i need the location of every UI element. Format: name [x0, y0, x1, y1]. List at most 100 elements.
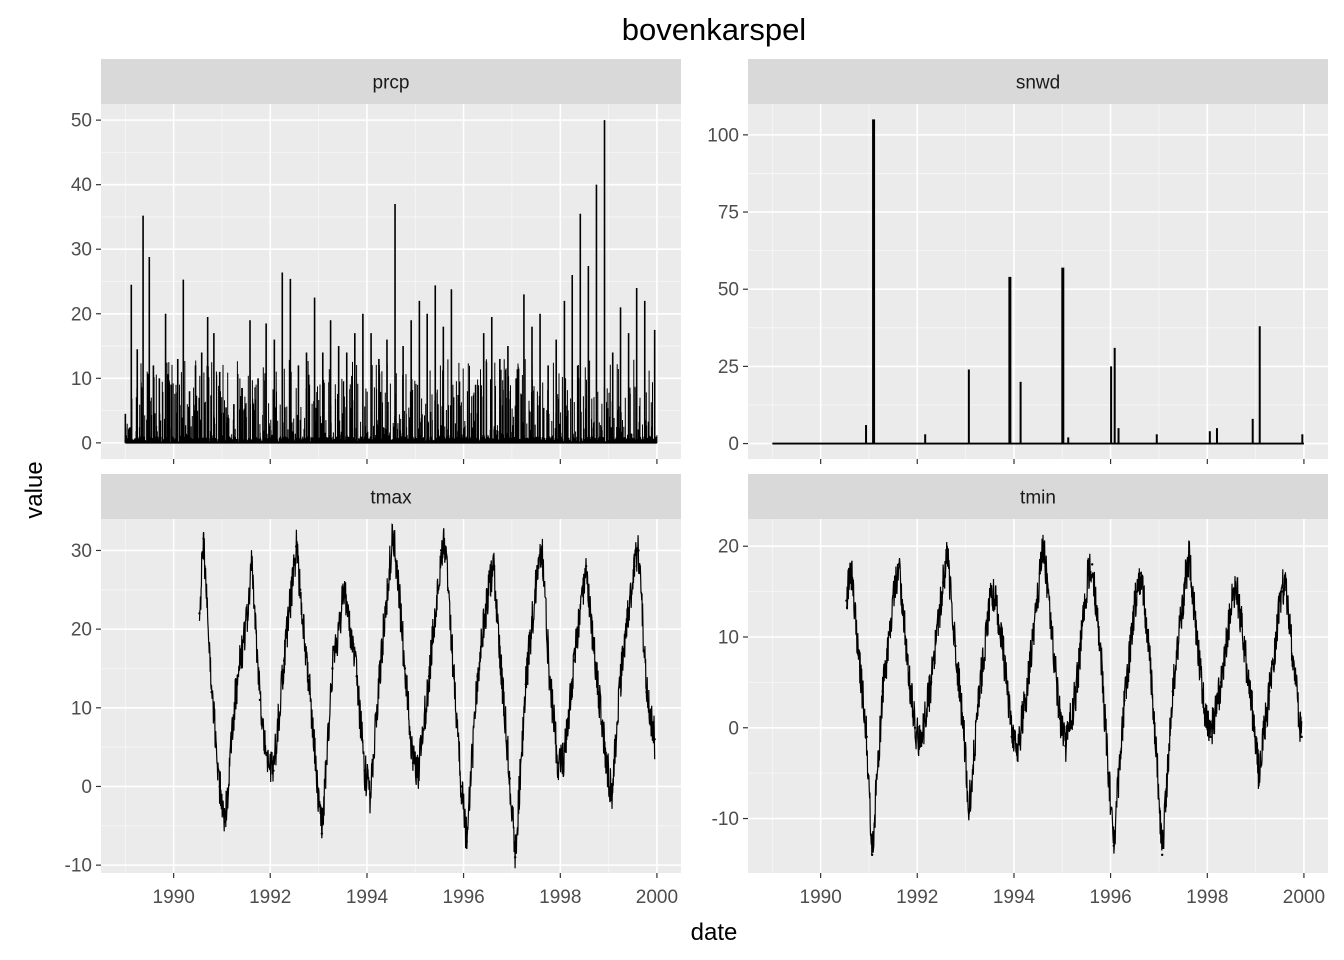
data-point: [597, 690, 600, 694]
y-tick-label: 0: [81, 433, 92, 454]
facet-strip-label: tmin: [1020, 488, 1056, 509]
data-point: [343, 588, 346, 591]
x-tick-label: 1996: [1089, 887, 1131, 908]
facet-tmax: tmax -10 0 10 20 30 1990 1992 1994 1996 1998 2000: [65, 474, 681, 908]
data-point: [460, 785, 463, 788]
data-point: [1050, 635, 1054, 639]
data-point: [488, 580, 491, 584]
data-point: [1252, 717, 1255, 720]
data-point: [403, 667, 407, 670]
data-point: [637, 549, 640, 552]
data-point: [1268, 690, 1271, 693]
data-point: [1058, 717, 1062, 720]
data-point: [465, 840, 468, 843]
data-point: [272, 769, 275, 772]
data-point: [198, 612, 201, 615]
data-point: [411, 761, 415, 765]
y-tick-label: 10: [718, 628, 739, 649]
x-tick-label: 1998: [1186, 887, 1228, 908]
data-point: [258, 698, 262, 702]
data-point: [427, 675, 431, 678]
x-tick-label: 1994: [346, 887, 389, 908]
data-point: [1010, 735, 1013, 739]
data-point: [1292, 663, 1295, 666]
y-tick-label: 0: [81, 777, 92, 798]
y-tick-label: 100: [707, 125, 739, 146]
data-point: [633, 565, 636, 568]
data-point: [1015, 753, 1019, 757]
data-point: [234, 690, 237, 694]
data-point: [443, 545, 447, 548]
data-point: [223, 820, 227, 824]
data-point: [562, 761, 565, 765]
data-point: [645, 690, 648, 694]
facet-strip: [101, 59, 681, 104]
x-tick-label: 2000: [636, 887, 678, 908]
data-point: [368, 793, 372, 796]
data-point: [857, 653, 860, 657]
data-point: [331, 667, 334, 670]
data-point: [1300, 735, 1303, 739]
data-point: [946, 554, 949, 557]
facet-strip-label: tmax: [370, 488, 412, 509]
data-point: [1183, 581, 1187, 584]
data-point: [1090, 563, 1094, 566]
x-tick-label: 1998: [539, 887, 581, 908]
data-point: [417, 769, 420, 772]
x-tick-label: 1992: [249, 887, 291, 908]
data-point: [536, 565, 540, 568]
data-point: [1244, 653, 1247, 657]
y-tick-label: 40: [71, 175, 92, 196]
data-point: [1171, 690, 1174, 693]
chart-title: bovenkarspel: [622, 12, 806, 47]
y-tick-label: 30: [71, 240, 92, 261]
data-point: [548, 683, 552, 686]
x-tick-label: 2000: [1283, 887, 1325, 908]
data-point: [355, 675, 358, 678]
facet-tmin: tmin -10 0 10 20 1990 1992 1994 1996 1998 2000: [712, 474, 1328, 908]
data-point: [954, 644, 957, 648]
data-point: [881, 690, 884, 693]
data-point: [845, 599, 848, 602]
data-point: [1231, 590, 1235, 593]
data-point: [1155, 753, 1158, 757]
data-point: [967, 808, 971, 811]
data-point: [1038, 572, 1041, 575]
data-point: [500, 675, 503, 678]
y-tick-label: 20: [718, 537, 739, 558]
data-point: [653, 738, 656, 741]
data-point: [605, 761, 608, 765]
y-tick-label: 0: [728, 718, 739, 739]
data-point: [524, 683, 527, 686]
x-tick-label: 1992: [896, 887, 938, 908]
facet-snwd: snwd 0 25 50 75 100: [707, 59, 1328, 464]
data-point: [395, 565, 399, 568]
daily-texture: [845, 534, 1303, 856]
data-point: [865, 735, 868, 739]
data-point: [508, 777, 511, 780]
data-point: [391, 533, 394, 536]
data-point: [919, 744, 922, 748]
data-point: [849, 563, 852, 566]
data-point: [572, 659, 576, 662]
facet-strip-label: prcp: [373, 73, 410, 94]
data-point: [347, 612, 350, 615]
data-point: [584, 565, 588, 568]
y-tick-label: -10: [65, 856, 92, 877]
y-tick-label: 10: [71, 698, 92, 719]
data-point: [266, 761, 270, 765]
x-axis-title: date: [691, 919, 738, 946]
data-point: [929, 681, 933, 684]
data-point: [978, 690, 981, 693]
data-point: [1112, 844, 1115, 847]
data-point: [1219, 681, 1223, 684]
data-point: [994, 599, 997, 602]
data-point: [363, 769, 366, 772]
y-tick-label: 50: [71, 111, 92, 132]
daily-texture: [198, 523, 656, 869]
data-point: [210, 690, 213, 694]
data-point: [1209, 735, 1212, 739]
data-point: [1074, 690, 1078, 693]
y-tick-label: 25: [718, 357, 739, 378]
